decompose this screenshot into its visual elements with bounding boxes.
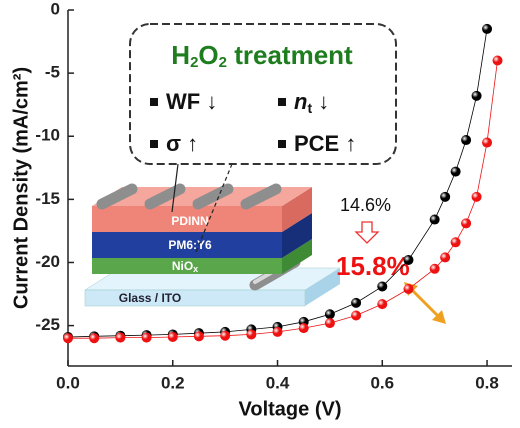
- data-point: [377, 299, 388, 310]
- inset-box: [129, 23, 397, 165]
- electrode: [96, 183, 138, 210]
- x-tick-label: 0.8: [475, 373, 499, 392]
- inset-title: H2O2 treatment: [171, 40, 353, 71]
- title-subscript: 2: [219, 54, 227, 71]
- arrow-shaft: [408, 286, 442, 320]
- y-tick-label: -15: [35, 189, 60, 208]
- data-point: [141, 332, 152, 343]
- layer-label: NiOx: [172, 259, 198, 274]
- data-point: [450, 166, 461, 177]
- layer-label: PDINN: [171, 214, 208, 228]
- x-tick-label: 0.6: [370, 373, 394, 392]
- layer-text: PM6:Y6: [168, 238, 212, 252]
- data-point: [89, 333, 100, 344]
- data-point: [440, 252, 451, 263]
- item-text: PCE ↑: [294, 131, 356, 156]
- data-point: [246, 329, 257, 340]
- data-point: [492, 55, 503, 66]
- bullet: [150, 140, 158, 148]
- active-side: [282, 213, 312, 258]
- title-part: O: [198, 40, 218, 70]
- niox-front: [92, 258, 282, 274]
- data-point: [351, 310, 362, 321]
- layer-label: Glass / ITO: [119, 291, 181, 305]
- annotation-treated: 15.8%: [336, 251, 410, 281]
- data-point: [351, 297, 362, 308]
- connector: [195, 163, 233, 253]
- item-subscript: t: [307, 100, 312, 116]
- data-point: [471, 191, 482, 202]
- y-tick-label: -10: [35, 126, 60, 145]
- data-point: [193, 331, 204, 342]
- axes: [67, 9, 512, 367]
- hollow-arrow: [354, 221, 380, 244]
- item-text: WF ↓: [166, 89, 217, 114]
- layer-subscript: x: [193, 264, 198, 274]
- data-point: [471, 90, 482, 101]
- bullet: [278, 140, 286, 148]
- annotation-control: 14.6%: [340, 195, 391, 215]
- electrode: [240, 183, 282, 210]
- y-tick-label: -25: [35, 315, 60, 334]
- data-point: [429, 263, 440, 274]
- bullet: [278, 98, 286, 106]
- y-axis-title: Current Density (mA/cm²): [10, 67, 32, 309]
- x-axis-title: Voltage (V): [239, 398, 342, 420]
- y-tick-label: -20: [35, 252, 60, 271]
- data-point: [298, 323, 309, 334]
- y-tick-label: 0: [51, 0, 60, 18]
- title-part: H: [171, 40, 190, 70]
- data-point: [377, 281, 388, 292]
- active-front: [92, 232, 282, 258]
- niox-side: [282, 239, 312, 274]
- connector: [171, 163, 179, 213]
- data-point: [324, 318, 335, 329]
- data-point: [324, 309, 335, 320]
- inset-item: PCE ↑: [294, 131, 356, 156]
- glass-side: [305, 268, 340, 306]
- layer-text: Glass / ITO: [119, 291, 181, 305]
- data-point: [461, 135, 472, 146]
- data-point: [115, 332, 126, 343]
- x-tick-label: 0.0: [56, 373, 80, 392]
- layer-text: PDINN: [171, 214, 208, 228]
- data-point: [482, 137, 493, 148]
- data-point: [272, 326, 283, 337]
- arrow-head: [432, 310, 446, 324]
- data-point: [403, 254, 414, 265]
- pdinn-side: [282, 187, 312, 232]
- data-point: [403, 283, 414, 294]
- data-point: [450, 237, 461, 248]
- device-illustration: PDINN PM6:Y6 NiOx Glass / ITO: [84, 183, 341, 307]
- layer-text: NiO: [172, 259, 193, 273]
- inset-callout: H2O2 treatment WF ↓ nt ↓ σ ↑ PCE ↑: [129, 23, 397, 253]
- inset-item: nt ↓: [294, 89, 329, 116]
- pdinn-front: [92, 206, 282, 232]
- x-tick-label: 0.4: [266, 373, 290, 392]
- title-subscript: 2: [190, 54, 198, 71]
- layer-label: PM6:Y6: [168, 238, 212, 252]
- inset-item: σ ↑: [166, 131, 198, 156]
- data-point: [167, 331, 178, 342]
- y-tick-label: -5: [45, 63, 60, 82]
- item-text: σ ↑: [166, 131, 198, 156]
- item-text: ↓: [312, 89, 329, 114]
- data-point: [220, 330, 231, 341]
- data-point: [440, 191, 451, 202]
- bullet: [150, 98, 158, 106]
- title-part: treatment: [227, 40, 353, 70]
- inset-item: WF ↓: [166, 89, 217, 114]
- electrode: [192, 183, 234, 210]
- plot-area: [63, 23, 503, 344]
- x-tick-label: 0.2: [161, 373, 185, 392]
- data-point: [461, 218, 472, 229]
- data-point: [63, 333, 73, 344]
- data-point: [482, 23, 493, 34]
- data-point: [429, 214, 440, 225]
- item-text: n: [294, 89, 307, 114]
